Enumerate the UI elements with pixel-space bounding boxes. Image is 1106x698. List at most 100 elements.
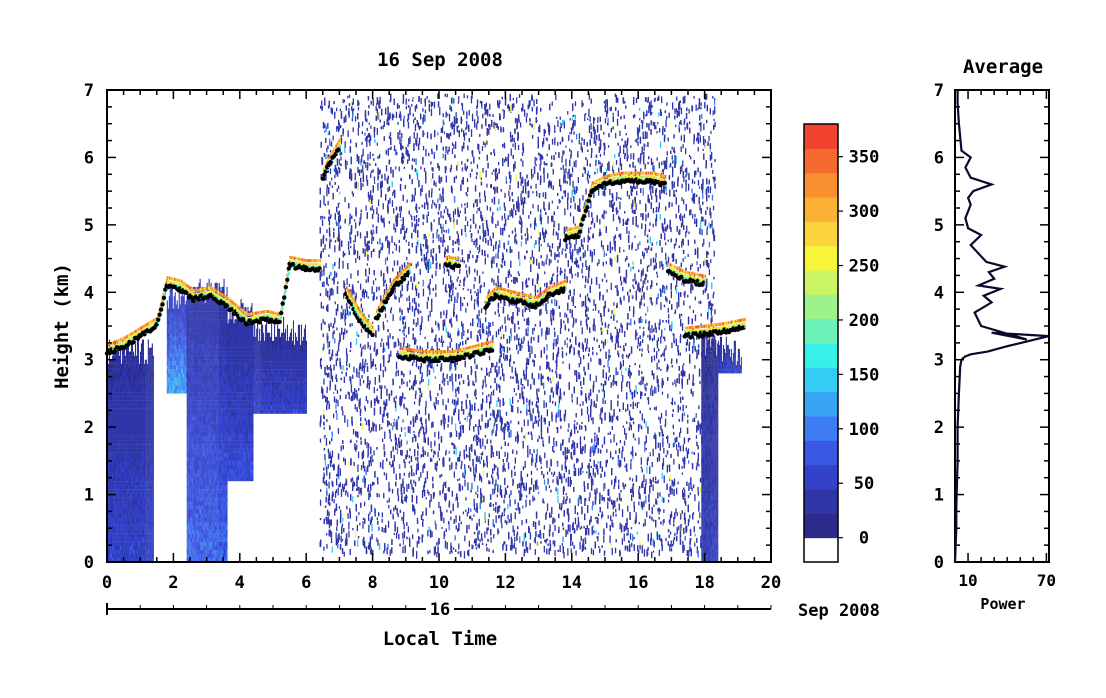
heatmap-cell [648, 102, 651, 109]
heatmap-cell [473, 503, 476, 510]
heatmap-cell [577, 350, 579, 355]
heatmap-cell [598, 160, 600, 165]
heatmap-cell [667, 393, 669, 399]
heatmap-cell [569, 118, 571, 121]
heatmap-cell [661, 391, 664, 395]
heatmap-cell [588, 210, 590, 218]
heatmap-cell [348, 94, 351, 98]
heatmap-cell [432, 366, 435, 373]
heatmap-cell [390, 146, 392, 150]
heatmap-cell [339, 191, 341, 195]
heatmap-cell [557, 141, 559, 146]
heatmap-cell [547, 376, 550, 382]
heatmap-cell [384, 431, 386, 439]
heatmap-cell [654, 300, 657, 308]
heatmap-cell [669, 531, 672, 535]
heatmap-cell [519, 259, 521, 267]
heatmap-cell [359, 378, 361, 386]
heatmap-cell [635, 248, 637, 251]
heatmap-cell [622, 218, 624, 226]
heatmap-cell [486, 395, 488, 403]
heatmap-cell [379, 154, 381, 159]
heatmap-cell [342, 410, 344, 416]
heatmap-cell [643, 487, 646, 495]
heatmap-cell [363, 475, 365, 483]
heatmap-cell [364, 405, 366, 410]
heatmap-cell [711, 152, 713, 160]
heatmap-cell [659, 417, 661, 424]
heatmap-cell [334, 270, 336, 279]
heatmap-cell [362, 183, 364, 187]
heatmap-cell [681, 323, 684, 331]
heatmap-cell [552, 185, 554, 191]
heatmap-cell [330, 537, 333, 544]
heatmap-cell [387, 187, 389, 192]
heatmap-cell [650, 387, 652, 396]
heatmap-cell [534, 156, 536, 165]
heatmap-cell [350, 439, 352, 443]
heatmap-cell [624, 258, 627, 262]
heatmap-cell [371, 241, 373, 245]
heatmap-cell [653, 334, 655, 341]
heatmap-cell [609, 535, 611, 543]
heatmap-cell [692, 309, 695, 314]
heatmap-cell [431, 102, 434, 106]
heatmap-cell [549, 377, 551, 381]
heatmap-cell [397, 122, 399, 125]
heatmap-cell [667, 256, 670, 264]
heatmap-cell [393, 341, 395, 349]
heatmap-cell [546, 377, 549, 380]
heatmap-cell [396, 526, 399, 534]
heatmap-cell [608, 366, 610, 373]
heatmap-cell [667, 239, 669, 242]
heatmap-cell [457, 276, 459, 279]
heatmap-cell [645, 214, 647, 222]
heatmap-cell [618, 353, 620, 358]
heatmap-cell [422, 243, 425, 247]
heatmap-cell [661, 186, 663, 194]
heatmap-cell [449, 464, 451, 471]
heatmap-cell [666, 297, 668, 303]
heatmap-cell [622, 425, 624, 428]
heatmap-cell [449, 105, 451, 110]
heatmap-cell [341, 538, 344, 542]
heatmap-cell [456, 219, 458, 225]
heatmap-cell [462, 323, 464, 329]
heatmap-cell [615, 513, 617, 517]
heatmap-cell [507, 426, 509, 432]
heatmap-cell [458, 409, 460, 415]
heatmap-cell [361, 121, 364, 127]
heatmap-cell [667, 308, 669, 313]
heatmap-cell [554, 401, 557, 406]
heatmap-cell [462, 257, 464, 263]
heatmap-cell [675, 383, 677, 387]
heatmap-cell [702, 216, 704, 222]
heatmap-cell [370, 547, 372, 555]
heatmap-cell [374, 508, 376, 517]
heatmap-cell [547, 242, 549, 247]
heatmap-cell [354, 249, 356, 255]
heatmap-cell [552, 400, 554, 404]
heatmap-cell [579, 403, 581, 407]
heatmap-cell [413, 310, 416, 317]
heatmap-cell [495, 515, 497, 524]
heatmap-cell [374, 342, 376, 350]
heatmap-cell [398, 166, 400, 172]
heatmap-cell [600, 315, 603, 322]
heatmap-cell [639, 494, 641, 500]
heatmap-cell [671, 146, 673, 150]
heatmap-cell [412, 383, 414, 391]
heatmap-cell [376, 517, 378, 520]
heatmap-cell [502, 109, 504, 112]
heatmap-cell [395, 371, 397, 377]
heatmap-cell [333, 364, 335, 371]
heatmap-cell [698, 405, 700, 409]
heatmap-cell [419, 417, 422, 422]
heatmap-cell [673, 517, 675, 523]
heatmap-cell [388, 220, 390, 224]
heatmap-cell [650, 158, 653, 165]
heatmap-cell [371, 205, 373, 211]
heatmap-cell [550, 259, 552, 264]
heatmap-cell [478, 244, 481, 252]
heatmap-cell [332, 331, 334, 339]
